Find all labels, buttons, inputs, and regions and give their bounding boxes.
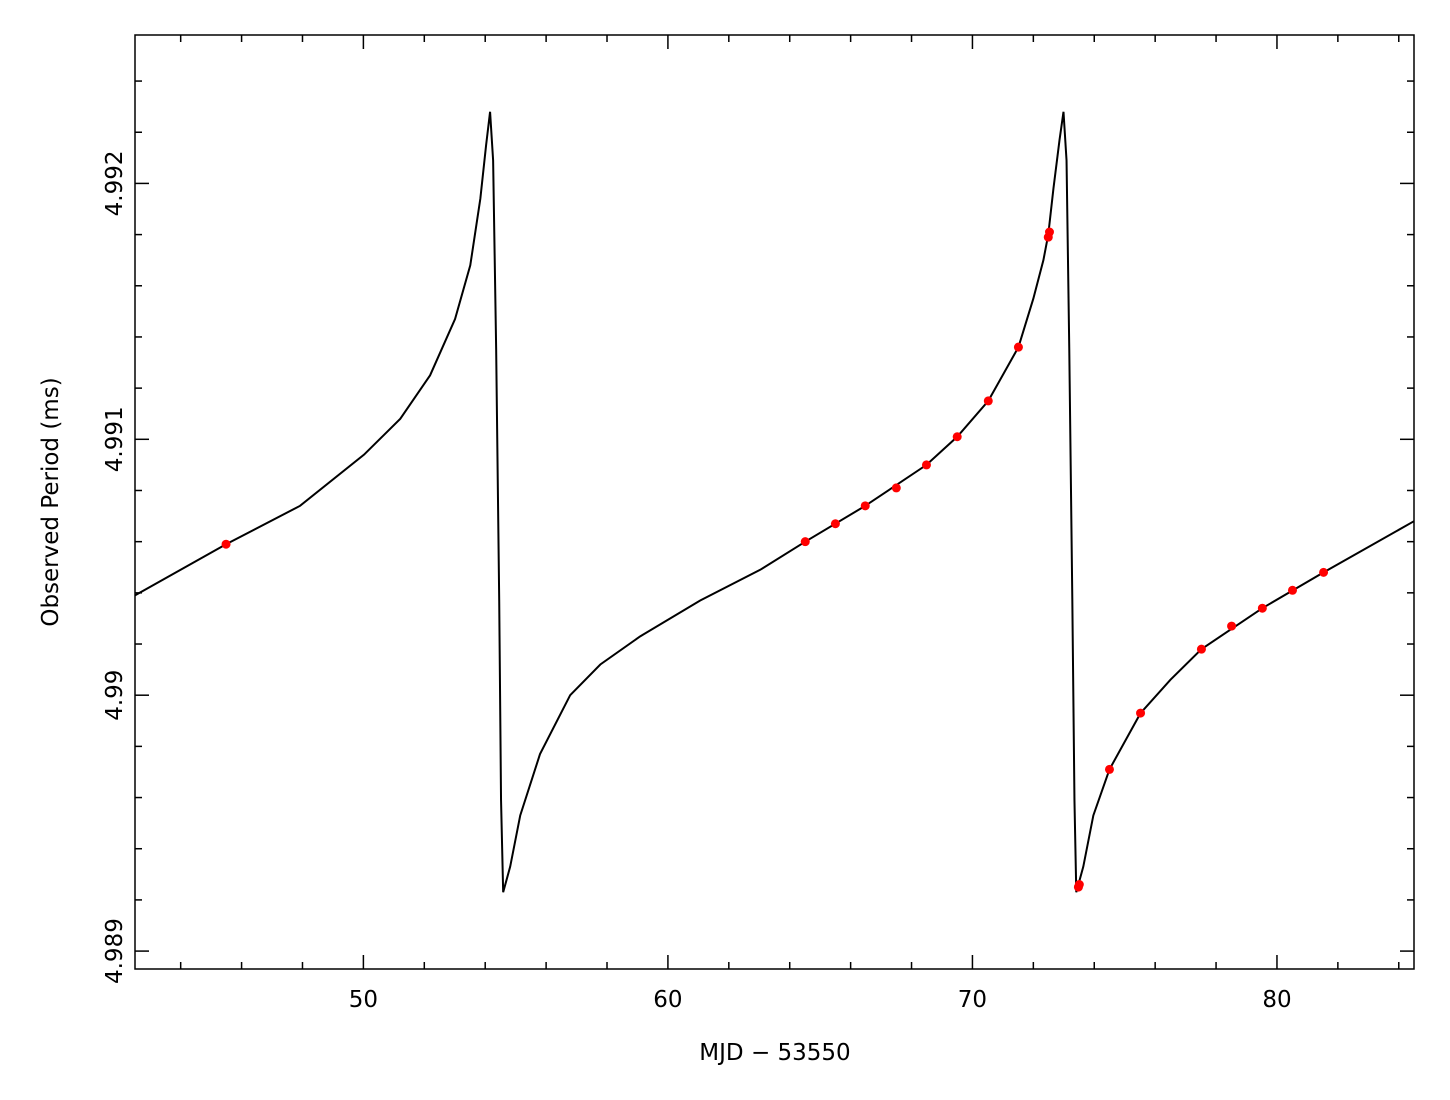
period-curve <box>134 111 1415 893</box>
data-point <box>891 483 901 493</box>
data-point <box>1044 227 1054 237</box>
data-point <box>1074 880 1084 890</box>
plot-frame <box>134 34 1415 970</box>
data-point <box>1257 603 1267 613</box>
data-point <box>952 432 962 442</box>
data-point <box>800 537 810 547</box>
y-tick-label: 4.99 <box>102 670 128 721</box>
data-point <box>221 539 231 549</box>
x-tick-label: 70 <box>958 987 987 1013</box>
data-point <box>1319 567 1329 577</box>
data-point <box>921 460 931 470</box>
y-tick-label: 4.991 <box>102 406 128 472</box>
data-point <box>1287 585 1297 595</box>
data-point <box>860 501 870 511</box>
x-tick-label: 50 <box>349 987 378 1013</box>
data-point <box>1196 644 1206 654</box>
data-point <box>1013 342 1023 352</box>
data-point <box>1104 764 1114 774</box>
x-tick-label: 80 <box>1262 987 1291 1013</box>
data-point <box>1227 621 1237 631</box>
y-axis-label: Observed Period (ms) <box>38 377 64 626</box>
data-point <box>983 396 993 406</box>
x-axis-label: MJD − 53550 <box>699 1040 850 1066</box>
y-tick-label: 4.992 <box>102 150 128 216</box>
x-tick-label: 60 <box>653 987 682 1013</box>
data-point <box>830 519 840 529</box>
y-tick-label: 4.989 <box>102 918 128 984</box>
data-point <box>1136 708 1146 718</box>
